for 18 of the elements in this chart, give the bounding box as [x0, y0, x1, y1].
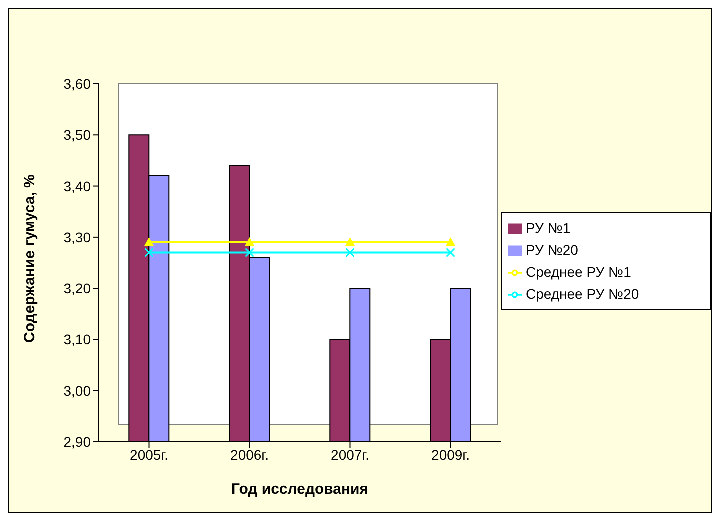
x-tick-label: 2006г.	[230, 446, 269, 463]
x-axis-title: Год исследования	[231, 481, 369, 498]
y-tick-label: 3,40	[64, 178, 92, 194]
y-tick-label: 3,00	[64, 382, 92, 399]
y-tick-label: 3,30	[64, 229, 92, 246]
legend-label: Среднее РУ №20	[526, 286, 640, 302]
legend-label: РУ №20	[526, 242, 578, 258]
legend-label: РУ №1	[526, 220, 571, 236]
y-tick-label: 3,20	[64, 280, 92, 297]
legend-label: Среднее РУ №1	[526, 264, 632, 280]
y-tick-label: 3,50	[64, 127, 92, 144]
y-axis-title: Содержание гумуса, %	[21, 174, 38, 343]
x-tick-label: 2007г.	[331, 446, 370, 463]
y-tick-label: 3,60	[64, 76, 92, 92]
x-tick-label: 2009г.	[432, 446, 470, 463]
y-tick-label: 2,90	[64, 434, 92, 450]
x-tick-label: 2005г.	[130, 446, 168, 463]
y-tick-label: 3,10	[64, 332, 92, 348]
